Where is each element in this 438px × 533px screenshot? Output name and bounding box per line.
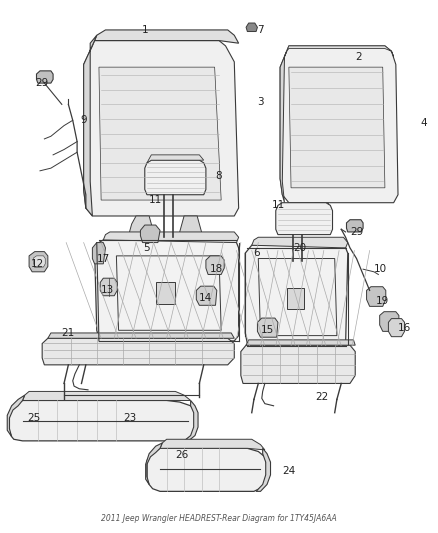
Text: 23: 23 [123,413,136,423]
Text: 12: 12 [31,259,44,269]
Text: 3: 3 [257,96,264,107]
Text: 20: 20 [293,243,306,253]
Text: 22: 22 [315,392,328,402]
Text: 29: 29 [350,227,363,237]
Polygon shape [161,236,176,243]
Polygon shape [258,318,278,337]
Text: 8: 8 [215,171,223,181]
Text: 11: 11 [149,195,162,205]
Polygon shape [147,448,267,491]
Text: 11: 11 [271,200,285,211]
Polygon shape [241,345,355,383]
Text: 1: 1 [141,25,148,35]
Polygon shape [7,395,25,437]
Polygon shape [22,391,191,400]
Text: 4: 4 [421,118,427,128]
Polygon shape [36,71,53,83]
Text: 25: 25 [27,413,40,423]
Polygon shape [29,252,48,272]
Polygon shape [95,240,239,341]
Text: 19: 19 [376,296,389,306]
Polygon shape [287,288,304,309]
Polygon shape [33,256,45,268]
Text: 14: 14 [199,293,212,303]
Polygon shape [155,282,175,304]
Polygon shape [92,30,239,43]
Polygon shape [380,312,399,332]
Polygon shape [84,35,97,216]
Polygon shape [147,155,204,163]
Polygon shape [92,243,106,264]
Polygon shape [141,225,160,243]
Text: 13: 13 [101,286,114,295]
Polygon shape [367,287,386,306]
Polygon shape [389,319,405,337]
Polygon shape [196,286,217,305]
Polygon shape [145,160,206,195]
Text: 5: 5 [144,243,150,253]
Polygon shape [252,237,348,248]
Polygon shape [256,448,271,491]
Polygon shape [42,338,234,365]
Polygon shape [276,203,332,235]
Text: 21: 21 [62,328,75,338]
Text: 15: 15 [261,325,274,335]
Text: 26: 26 [175,450,188,460]
Polygon shape [130,216,153,237]
Polygon shape [99,67,221,200]
Polygon shape [184,400,198,441]
Polygon shape [100,278,117,296]
Polygon shape [180,216,201,237]
Polygon shape [246,340,355,345]
Text: 10: 10 [374,264,387,274]
Polygon shape [84,41,239,216]
Polygon shape [160,439,265,450]
Polygon shape [280,51,287,203]
Polygon shape [289,67,385,188]
Text: 16: 16 [398,322,411,333]
Polygon shape [280,46,398,203]
Polygon shape [48,333,234,338]
Text: 24: 24 [282,466,296,476]
Polygon shape [103,232,239,243]
Text: 2: 2 [355,52,362,61]
Polygon shape [346,220,363,232]
Text: 2011 Jeep Wrangler HEADREST-Rear Diagram for 1TY45JA6AA: 2011 Jeep Wrangler HEADREST-Rear Diagram… [101,514,337,523]
Polygon shape [290,260,305,266]
Text: 6: 6 [253,248,259,258]
Text: 17: 17 [97,254,110,263]
Text: 7: 7 [257,25,264,35]
Polygon shape [146,443,162,484]
Polygon shape [287,46,394,56]
Polygon shape [311,203,332,220]
Polygon shape [245,245,348,349]
Text: 9: 9 [80,115,87,125]
Text: 29: 29 [35,78,49,88]
Polygon shape [206,256,224,274]
Text: 18: 18 [210,264,223,274]
Polygon shape [246,23,258,31]
Polygon shape [10,400,196,441]
